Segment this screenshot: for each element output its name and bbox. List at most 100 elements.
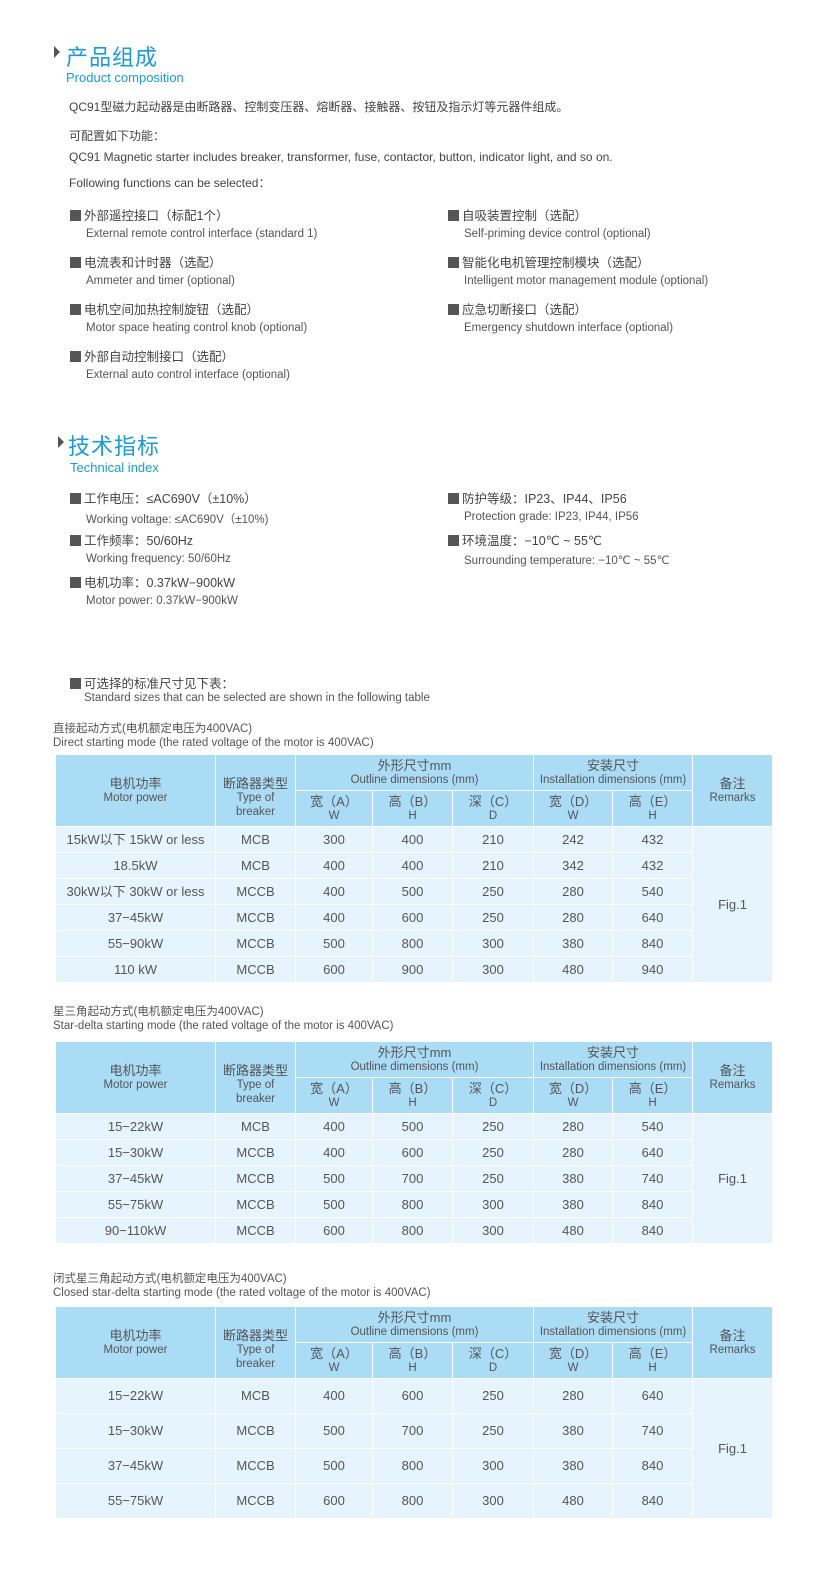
header-sub-dimension: 深（C） D (451, 1077, 535, 1114)
sizes-note-en: Standard sizes that can be selected are … (84, 692, 430, 704)
table-row: 90−110kW MCCB 600 800 300 480 840 (55, 1217, 773, 1244)
table-cell: 500 (295, 930, 373, 957)
table-cell: 500 (295, 1165, 373, 1192)
table-row: 55−75kW MCCB 500 800 300 380 840 (55, 1191, 773, 1218)
header-outline-dimensions: 外形尺寸mm Outline dimensions (mm) (294, 1306, 535, 1343)
header-installation-dimensions-text: 安装尺寸 (587, 757, 640, 773)
table-cell: 380 (533, 1165, 614, 1192)
table-cell: 250 (451, 1165, 535, 1192)
paragraph: Following functions can be selected： (69, 176, 271, 190)
table-cell: MCCB (215, 1191, 296, 1218)
header-sub-dimension-text: D (488, 1097, 498, 1110)
sizes-note: 可选择的标准尺寸见下表： (70, 673, 234, 692)
table-cell: 400 (295, 1139, 373, 1166)
table-cell: 600 (295, 1483, 373, 1519)
table-row: 15−22kW MCB 400 500 250 280 540 Fig.1 (55, 1113, 774, 1244)
table-cell: 250 (451, 904, 535, 931)
table-row: 37−45kW MCCB 500 700 250 380 740 (55, 1165, 773, 1192)
table-cell: 700 (372, 1413, 453, 1449)
header-sub-dimension-text: 宽（A） (310, 1345, 358, 1361)
header-sub-dimension-text: H (648, 810, 657, 823)
table-row: 110 kW MCCB 600 900 300 480 940 (55, 956, 773, 983)
feature-item: 环境温度：−10℃ ~ 55℃ (448, 530, 602, 549)
table-cell: 400 (372, 826, 453, 853)
header-sub-dimension-text: 高（E） (628, 1080, 677, 1096)
bullet-square-icon (70, 304, 81, 315)
table-cell: 280 (533, 1113, 614, 1140)
table-cell: 700 (372, 1165, 453, 1192)
table-cell: 300 (295, 826, 373, 853)
table-cell: 280 (533, 1139, 614, 1166)
section-arrow-icon (58, 436, 64, 448)
table-cell: 300 (451, 1217, 535, 1244)
table-cell: 840 (612, 1448, 694, 1484)
table-cell: MCCB (215, 1448, 296, 1484)
header-sub-dimension-text: 高（B） (388, 1080, 437, 1096)
table-header: 电机功率 Motor power 断路器类型 Type of breaker 外形尺寸m… (55, 754, 774, 827)
table-cell: MCCB (215, 1483, 296, 1519)
header-motor-power: 电机功率 Motor power (55, 1041, 216, 1114)
table-cell: 300 (451, 1191, 535, 1218)
header-sub-dimension-text: D (488, 1362, 498, 1375)
table-cell: 500 (295, 1191, 373, 1218)
feature-label: 工作频率：50/60Hz (84, 534, 194, 548)
table-cell: 840 (612, 1483, 694, 1519)
table-row: 15−22kW MCB 400 600 250 280 640 Fig.1 (55, 1378, 774, 1519)
table-caption-en: Direct starting mode (the rated voltage … (53, 737, 374, 749)
feature-item: 防护等级：IP23、IP44、IP56 (448, 488, 627, 507)
table-cell: MCCB (215, 956, 296, 983)
feature-description: External remote control interface (stand… (86, 228, 318, 240)
header-sub-dimension: 宽（A） W (295, 1077, 373, 1114)
table-cell: 840 (612, 1217, 694, 1244)
table-cell: MCB (215, 1113, 296, 1140)
table-cell: 210 (451, 852, 535, 879)
feature-label: 电机功率：0.37kW−900kW (84, 576, 236, 590)
table-cell: 540 (612, 878, 694, 905)
feature-label: 电机空间加热控制旋钮（选配） (84, 303, 260, 317)
section-title: 产品组成 (66, 45, 159, 70)
section-arrow-icon (54, 46, 60, 58)
header-sub-dimension-text: 宽（D） (548, 1345, 598, 1361)
bullet-square-icon (70, 351, 81, 362)
header-breaker-type-text: 断路器类型 (222, 775, 288, 791)
table-cell: 300 (451, 956, 535, 983)
table-cell: 600 (295, 956, 373, 983)
header-installation-dimensions-text: Installation dimensions (mm) (539, 1061, 687, 1074)
feature-description: Emergency shutdown interface (optional) (464, 322, 674, 334)
table-cell: 800 (372, 1217, 453, 1244)
header-sub-dimension: 宽（D） W (533, 1342, 614, 1379)
table-remark: Fig.1 (692, 826, 774, 983)
header-breaker-type-text: Type of breaker (236, 1344, 275, 1371)
header-sub-dimension-text: 高（E） (628, 793, 677, 809)
table-cell: MCCB (215, 1165, 296, 1192)
table-cell: 500 (295, 1448, 373, 1484)
table-cell: 250 (451, 1139, 535, 1166)
header-sub-dimension: 高（E） H (612, 1077, 694, 1114)
section-subtitle: Product composition (66, 70, 184, 85)
table-cell: 90−110kW (55, 1217, 216, 1244)
table-cell: 400 (295, 1378, 373, 1414)
feature-description: Motor power: 0.37kW−900kW (86, 595, 238, 607)
table-cell: 640 (612, 1139, 694, 1166)
header-remarks: 备注 Remarks (692, 754, 774, 827)
header-sub-dimension: 高（B） H (372, 790, 453, 827)
header-sub-dimension-text: W (567, 1362, 579, 1375)
table-cell: 55−90kW (55, 930, 216, 957)
size-table: 电机功率 Motor power 断路器类型 Type of breaker 外形尺寸m… (55, 1306, 774, 1519)
header-motor-power: 电机功率 Motor power (55, 754, 216, 827)
feature-description: Working frequency: 50/60Hz (86, 553, 231, 565)
feature-label: 自吸装置控制（选配） (462, 209, 588, 223)
table-cell: 280 (533, 878, 614, 905)
feature-label: 工作电压：≤AC690V（±10%） (84, 492, 257, 506)
feature-label: 环境温度：−10℃ ~ 55℃ (462, 534, 602, 548)
table-cell: 640 (612, 904, 694, 931)
header-motor-power-text: Motor power (103, 1344, 168, 1357)
table-cell: 37−45kW (55, 1165, 216, 1192)
table-row: 15−30kW MCCB 400 600 250 280 640 (55, 1139, 773, 1166)
table-cell: 400 (295, 1113, 373, 1140)
table-cell: 380 (533, 1191, 614, 1218)
table-cell: 400 (295, 904, 373, 931)
table-caption: 闭式星三角起动方式(电机额定电压为400VAC) (53, 1273, 287, 1285)
header-motor-power-text: 电机功率 (109, 775, 162, 791)
table-cell: 600 (372, 1378, 453, 1414)
